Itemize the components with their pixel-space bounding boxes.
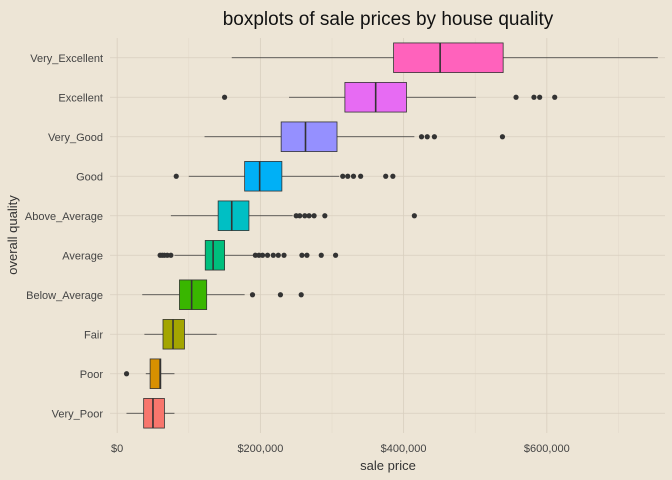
- box-group-average: [157, 240, 339, 271]
- iqr-box: [204, 240, 225, 271]
- outlier-point: [299, 252, 305, 258]
- box-group-below-average: [142, 279, 304, 310]
- outlier-point: [358, 173, 364, 179]
- y-tick-label: Average: [62, 250, 103, 262]
- tick-layer: $0 $200,000 $400,000 $600,000 Very_Poor Poor F…: [25, 53, 570, 455]
- y-tick-label: Above_Average: [25, 211, 103, 223]
- x-tick-label: $0: [111, 443, 123, 455]
- outlier-point: [350, 173, 357, 179]
- box-group-fair: [144, 319, 217, 350]
- outlier-point: [281, 252, 287, 258]
- outlier-point: [418, 134, 425, 140]
- box-group-very-excellent: [231, 42, 658, 73]
- outlier-point: [552, 94, 558, 100]
- outlier-point: [221, 94, 228, 100]
- outlier-point: [256, 252, 262, 258]
- iqr-box: [149, 358, 162, 389]
- outlier-point: [531, 94, 537, 100]
- iqr-box: [143, 398, 165, 429]
- y-tick-label: Poor: [80, 369, 104, 381]
- outlier-point: [164, 252, 170, 258]
- outlier-point: [123, 371, 130, 377]
- box-layer: [123, 42, 658, 429]
- outlier-point: [513, 94, 519, 100]
- box-group-excellent: [221, 82, 558, 113]
- outlier-point: [275, 252, 281, 258]
- outlier-point: [277, 292, 284, 298]
- outlier-point: [340, 173, 346, 179]
- y-tick-label: Good: [76, 171, 103, 183]
- iqr-box: [280, 121, 338, 152]
- y-axis-title: overall quality: [5, 195, 20, 275]
- outlier-point: [311, 213, 317, 219]
- iqr-box: [217, 200, 250, 231]
- y-tick-label: Very_Good: [48, 132, 103, 144]
- outlier-point: [259, 252, 266, 258]
- outlier-point: [270, 252, 276, 258]
- y-tick-label: Below_Average: [26, 290, 103, 302]
- outlier-point: [318, 252, 324, 258]
- outlier-point: [424, 134, 430, 140]
- x-tick-label: $600,000: [524, 443, 570, 455]
- outlier-point: [297, 213, 303, 219]
- outlier-point: [306, 213, 312, 219]
- chart-title: boxplots of sale prices by house quality: [223, 9, 554, 30]
- outlier-point: [168, 252, 174, 258]
- y-tick-label: Very_Excellent: [30, 53, 103, 65]
- outlier-point: [304, 252, 310, 258]
- outlier-point: [411, 213, 417, 219]
- box-group-poor: [123, 358, 175, 389]
- y-tick-label: Very_Poor: [52, 408, 104, 420]
- box-group-above-average: [170, 200, 417, 231]
- outlier-point: [499, 134, 506, 140]
- outlier-point: [332, 252, 339, 258]
- y-tick-label: Excellent: [58, 92, 103, 104]
- x-axis-title: sale price: [360, 458, 416, 473]
- outlier-point: [537, 94, 543, 100]
- outlier-point: [298, 292, 304, 298]
- outlier-point: [431, 134, 438, 140]
- box-group-good: [173, 161, 396, 192]
- iqr-box: [393, 42, 504, 73]
- outlier-point: [264, 252, 271, 258]
- outlier-point: [302, 213, 308, 219]
- outlier-point: [322, 213, 328, 219]
- outlier-point: [383, 173, 389, 179]
- iqr-box: [244, 161, 283, 192]
- outlier-point: [345, 173, 351, 179]
- outlier-point: [249, 292, 256, 298]
- outlier-point: [390, 173, 396, 179]
- box-group-very-poor: [126, 398, 175, 429]
- x-tick-label: $400,000: [381, 443, 427, 455]
- outlier-point: [252, 252, 258, 258]
- iqr-box: [179, 279, 208, 310]
- outlier-point: [293, 213, 299, 219]
- y-tick-label: Fair: [84, 329, 103, 341]
- x-tick-label: $200,000: [237, 443, 283, 455]
- outlier-point: [173, 173, 179, 179]
- box-group-very-good: [204, 121, 506, 152]
